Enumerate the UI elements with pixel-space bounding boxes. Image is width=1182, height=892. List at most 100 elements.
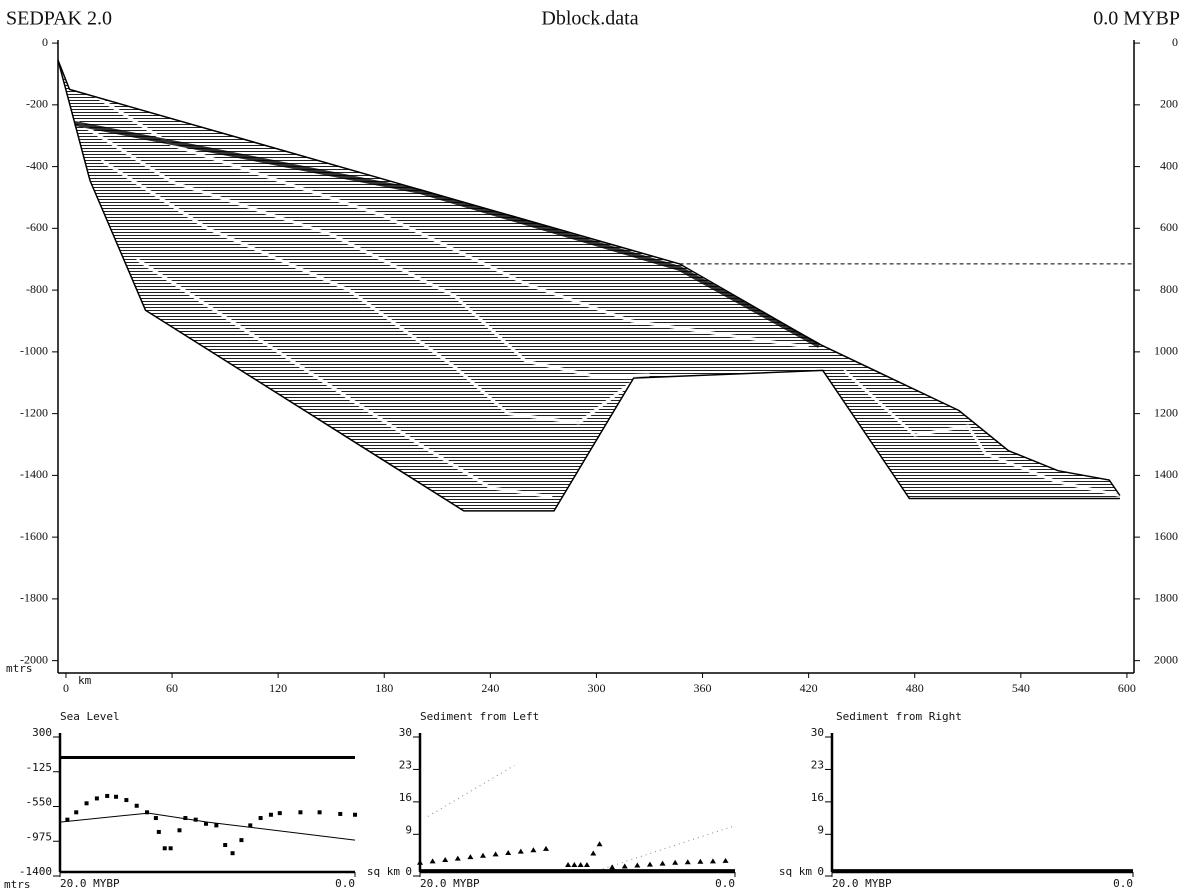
- y2-tick-label: 2000: [1154, 652, 1178, 666]
- sediment-marker: [723, 858, 729, 863]
- sediment-marker: [530, 847, 536, 852]
- x-tick-label: 20.0 MYBP: [60, 877, 120, 890]
- sediment-marker: [505, 850, 511, 855]
- sediment-marker: [442, 857, 448, 862]
- sediment-marker: [430, 858, 436, 863]
- sediment-marker: [710, 858, 716, 863]
- y-tick-label: -1800: [20, 591, 48, 605]
- y-tick-label: 0: [405, 865, 412, 878]
- y2-tick-label: 1600: [1154, 529, 1178, 543]
- y-tick-label: 300: [32, 726, 52, 739]
- sediment-marker: [543, 846, 549, 851]
- x-tick-label: 60: [166, 681, 178, 695]
- sediment-marker: [672, 860, 678, 865]
- y-tick-label: -600: [26, 220, 48, 234]
- y2-tick-label: 400: [1160, 158, 1178, 172]
- sea-level-dot: [204, 822, 208, 826]
- y2-tick-label: 600: [1160, 220, 1178, 234]
- sediment-marker: [660, 861, 666, 866]
- y2-tick-label: 800: [1160, 282, 1178, 296]
- sediment-marker: [697, 859, 703, 864]
- sea-level-dot: [259, 816, 263, 820]
- sediment-marker: [609, 864, 615, 869]
- sea-level-dot: [157, 830, 161, 834]
- sea-level-dot: [318, 810, 322, 814]
- sea-level-dot: [353, 813, 357, 817]
- y-axis-label: sq km: [367, 865, 400, 878]
- y-tick-label: 23: [811, 758, 824, 771]
- x-tick-label: 120: [269, 681, 287, 695]
- surface-line: [60, 813, 355, 840]
- app-title: SEDPAK 2.0: [6, 8, 112, 30]
- y-tick-label: 23: [399, 758, 412, 771]
- sea-level-dot: [135, 804, 139, 808]
- sea-level-dot: [74, 810, 78, 814]
- x-tick-label: 540: [1012, 681, 1030, 695]
- x-tick-label: 300: [587, 681, 605, 695]
- sediment-marker: [565, 862, 571, 867]
- y-tick-label: -1400: [20, 467, 48, 481]
- y2-tick-label: 1400: [1154, 467, 1178, 481]
- y-tick-label: -200: [26, 97, 48, 111]
- sea-level-dot: [145, 810, 149, 814]
- y2-tick-label: 1800: [1154, 591, 1178, 605]
- y2-tick-label: 1200: [1154, 405, 1178, 419]
- sediment-marker: [590, 850, 596, 855]
- y2-tick-label: 0: [1172, 35, 1178, 49]
- sediment-marker: [597, 841, 603, 846]
- sea-level-dot: [114, 795, 118, 799]
- y-tick-label: -975: [26, 830, 53, 843]
- sediment-marker: [518, 849, 524, 854]
- y-tick-label: -125: [26, 761, 53, 774]
- sea-level-dot: [95, 796, 99, 800]
- sediment-marker: [647, 862, 653, 867]
- y-axis-label: mtrs: [4, 878, 31, 891]
- sea-level-dot: [269, 813, 273, 817]
- y-tick-label: 30: [811, 726, 824, 739]
- chart-title: Sediment from Left: [420, 710, 539, 723]
- sea-level-dot: [183, 816, 187, 820]
- y-tick-label: -1000: [20, 344, 48, 358]
- sea-level-dot: [169, 846, 173, 850]
- sea-level-dot: [239, 838, 243, 842]
- y2-tick-label: 1000: [1154, 344, 1178, 358]
- sea-level-dot: [231, 851, 235, 855]
- y-tick-label: -400: [26, 158, 48, 172]
- y-tick-label: 16: [811, 791, 824, 804]
- x-tick-label: 0.0: [1113, 877, 1133, 890]
- y-axis-label: sq km: [779, 865, 812, 878]
- x-tick-label: 20.0 MYBP: [832, 877, 892, 890]
- sediment-marker: [685, 859, 691, 864]
- sea-level-dot: [163, 846, 167, 850]
- y2-tick-label: 200: [1160, 97, 1178, 111]
- x-tick-label: 0.0: [335, 877, 355, 890]
- chart-title: Dblock.data: [541, 8, 638, 30]
- x-tick-label: 480: [906, 681, 924, 695]
- y-tick-label: 9: [405, 823, 412, 836]
- y-tick-label: -1200: [20, 405, 48, 419]
- y-tick-label: 0: [817, 865, 824, 878]
- sedpak-screen: SEDPAK 2.0 0.0 MYBP Dblock.data 0 -200 -400…: [0, 0, 1182, 892]
- sediment-marker: [584, 862, 590, 867]
- y-tick-label: 0: [42, 35, 48, 49]
- y-tick-label: -1400: [19, 865, 52, 878]
- sediment-marker: [493, 851, 499, 856]
- chart-title: Sediment from Right: [836, 710, 962, 723]
- sea-level-dot: [223, 843, 227, 847]
- y-tick-label: 9: [817, 823, 824, 836]
- sea-level-dot: [105, 794, 109, 798]
- sea-level-dot: [85, 801, 89, 805]
- x-tick-label: 600: [1118, 681, 1136, 695]
- sediment-marker: [634, 863, 640, 868]
- sea-level-dot: [154, 816, 158, 820]
- y-tick-label: -550: [26, 796, 53, 809]
- sediment-marker: [480, 853, 486, 858]
- sea-level-dot: [124, 798, 128, 802]
- y-axis-label: mtrs: [6, 662, 33, 675]
- x-tick-label: 360: [694, 681, 712, 695]
- x-tick-label: 0.0: [715, 877, 735, 890]
- y-tick-label: 30: [399, 726, 412, 739]
- time-label: 0.0 MYBP: [1093, 8, 1180, 30]
- sea-level-dot: [177, 828, 181, 832]
- x-tick-label: 420: [800, 681, 818, 695]
